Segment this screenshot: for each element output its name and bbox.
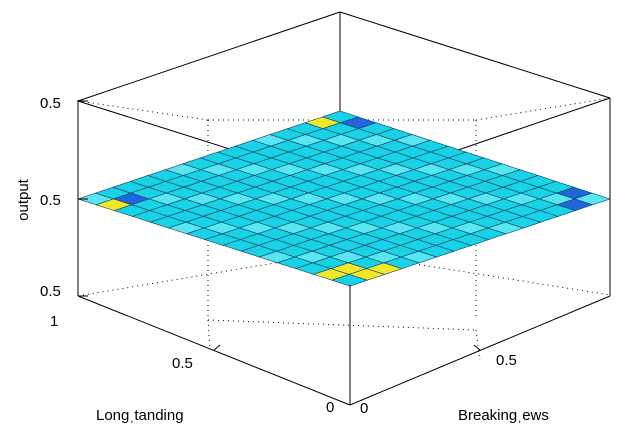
box-edge-top-left [77, 11, 341, 102]
z-axis-label: output [15, 178, 32, 221]
y-axis-label: Breakingˌews [458, 407, 549, 424]
box-edge-floor-left [77, 295, 351, 406]
y-tick-mid [473, 344, 481, 351]
y-tick-label-0-5: 0.5 [496, 352, 517, 369]
y-tick-label-0: 0 [360, 400, 368, 417]
box-back-floor-1 [207, 319, 477, 331]
x-tick-label-0-5: 0.5 [172, 355, 193, 372]
x-axis-label: Longˌtanding [96, 407, 184, 424]
z-tick-label-mid: 0.5 [40, 192, 61, 209]
x-tick-label-1: 1 [50, 313, 58, 330]
box-back-top-3 [475, 97, 611, 121]
surface-cell [573, 192, 611, 206]
x-tick-label-0: 0 [326, 399, 334, 416]
box-edge-floor-right [349, 295, 611, 406]
z-tick-label-bottom: 0.5 [40, 283, 61, 300]
box-edge-top-right [339, 11, 611, 99]
box-back-floor-mid2 [475, 329, 481, 361]
x-tick-mid [213, 344, 221, 351]
surface-mesh [77, 110, 611, 287]
tick-marks [78, 100, 481, 351]
z-tick-label-top: 0.5 [40, 95, 61, 112]
box-back-top-2 [77, 100, 209, 121]
box-back-floor-mid [207, 319, 211, 351]
